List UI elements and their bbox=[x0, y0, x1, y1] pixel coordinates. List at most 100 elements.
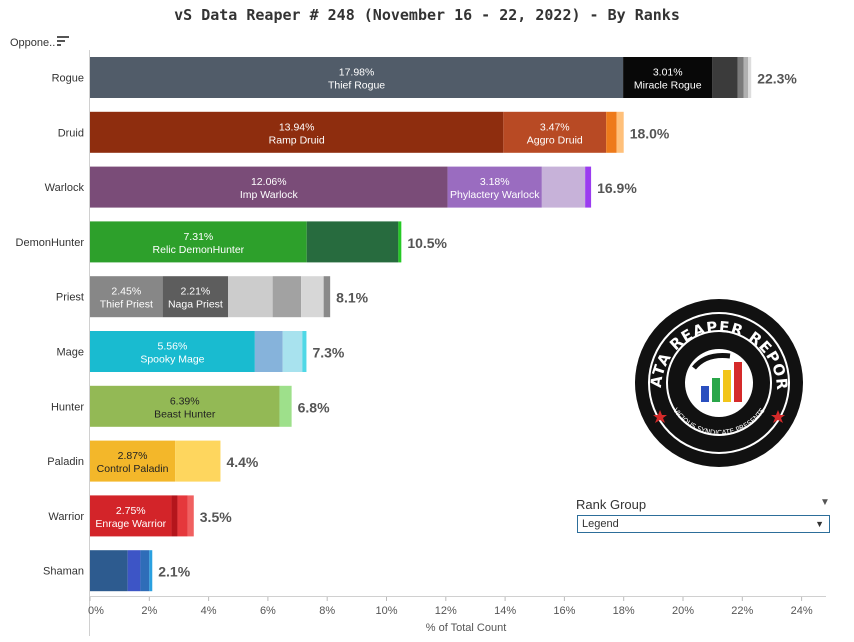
bar-segment bbox=[282, 331, 303, 372]
bar-segment bbox=[90, 166, 448, 208]
y-tick-label: Warlock bbox=[45, 182, 85, 194]
bar-total-label: 3.5% bbox=[200, 509, 232, 525]
bar-segment bbox=[175, 440, 221, 482]
segment-archetype-label: Ramp Druid bbox=[269, 134, 325, 146]
bar-segment bbox=[301, 276, 324, 318]
bar-segment bbox=[447, 166, 542, 208]
x-tick-label: 24% bbox=[791, 605, 813, 617]
bar-segment bbox=[177, 495, 188, 537]
bar-total-label: 18.0% bbox=[630, 125, 670, 141]
rank-group-filter-label: Rank Group bbox=[576, 497, 647, 512]
x-tick-label: 16% bbox=[553, 605, 575, 617]
segment-archetype-label: Beast Hunter bbox=[154, 408, 216, 420]
bar-segment bbox=[90, 385, 280, 427]
x-tick-label: 4% bbox=[201, 605, 217, 617]
bar-segment bbox=[606, 111, 617, 153]
segment-value-label: 2.45% bbox=[111, 286, 141, 298]
bar-segment bbox=[541, 166, 586, 208]
bar-segment bbox=[743, 57, 749, 98]
bar-segment bbox=[90, 276, 163, 318]
x-tick-label: 2% bbox=[141, 605, 157, 617]
bar-total-label: 4.4% bbox=[226, 454, 258, 470]
bar-segment bbox=[90, 495, 172, 537]
x-axis-line bbox=[89, 596, 826, 597]
chart-title: vS Data Reaper # 248 (November 16 - 22, … bbox=[174, 6, 680, 24]
x-tick-label: 12% bbox=[435, 605, 457, 617]
bar-total-label: 2.1% bbox=[158, 564, 190, 580]
y-tick-label: Druid bbox=[58, 127, 84, 139]
bar-segment bbox=[90, 221, 307, 263]
segment-archetype-label: Miracle Rogue bbox=[634, 80, 702, 92]
segment-value-label: 2.21% bbox=[181, 286, 211, 298]
segment-archetype-label: Thief Rogue bbox=[328, 80, 385, 92]
chevron-down-icon[interactable]: ▼ bbox=[820, 497, 830, 508]
bar-segment bbox=[162, 276, 229, 318]
segment-value-label: 3.18% bbox=[480, 176, 510, 188]
bar-segment bbox=[140, 550, 150, 592]
segment-value-label: 6.39% bbox=[170, 395, 200, 407]
x-tick-label: 20% bbox=[672, 605, 694, 617]
bar-segment bbox=[149, 550, 153, 592]
segment-archetype-label: Control Paladin bbox=[97, 463, 169, 475]
segment-archetype-label: Thief Priest bbox=[100, 299, 153, 311]
rank-group-select[interactable]: Legend ▼ bbox=[577, 515, 830, 533]
bar-segment bbox=[302, 331, 307, 372]
bar-segment bbox=[90, 57, 624, 98]
segment-value-label: 5.56% bbox=[158, 341, 188, 353]
y-tick-label: Warrior bbox=[48, 511, 84, 523]
y-tick-label: Shaman bbox=[43, 566, 84, 578]
x-tick-label: 6% bbox=[260, 605, 276, 617]
y-tick-label: Paladin bbox=[47, 456, 84, 468]
segment-archetype-label: Relic DemonHunter bbox=[153, 244, 245, 256]
y-tick-label: Rogue bbox=[52, 73, 84, 85]
segment-archetype-label: Phylactery Warlock bbox=[450, 189, 540, 201]
x-tick-label: 8% bbox=[319, 605, 335, 617]
bar-segment bbox=[254, 331, 283, 372]
segment-value-label: 17.98% bbox=[339, 67, 375, 79]
bar-segment bbox=[279, 385, 292, 427]
bar-segment bbox=[90, 440, 176, 482]
segment-value-label: 2.87% bbox=[118, 450, 148, 462]
segment-value-label: 3.01% bbox=[653, 67, 683, 79]
segment-archetype-label: Aggro Druid bbox=[527, 134, 583, 146]
segment-archetype-label: Enrage Warrior bbox=[95, 518, 166, 530]
select-arrow-icon: ▼ bbox=[815, 519, 824, 529]
bar-total-label: 22.3% bbox=[757, 71, 797, 87]
y-axis-line bbox=[89, 50, 90, 636]
rank-group-value: Legend bbox=[582, 518, 619, 530]
bar-total-label: 8.1% bbox=[336, 290, 368, 306]
sort-label: Oppone.. bbox=[10, 37, 56, 49]
bar-segment bbox=[585, 166, 592, 208]
bar-segment bbox=[90, 331, 255, 372]
segment-value-label: 3.47% bbox=[540, 121, 570, 133]
bar-segment bbox=[272, 276, 302, 318]
x-tick-label: 18% bbox=[613, 605, 635, 617]
sort-icon[interactable] bbox=[57, 36, 69, 47]
bar-segment bbox=[623, 57, 713, 98]
segment-archetype-label: Imp Warlock bbox=[240, 189, 299, 201]
bar-segment bbox=[90, 550, 128, 592]
bar-segment bbox=[748, 57, 752, 98]
bar-segment bbox=[306, 221, 399, 263]
segment-value-label: 7.31% bbox=[183, 231, 213, 243]
bar-total-label: 10.5% bbox=[407, 235, 447, 251]
x-tick-label: 0% bbox=[88, 605, 104, 617]
segment-value-label: 2.75% bbox=[116, 505, 146, 517]
y-tick-label: DemonHunter bbox=[16, 237, 85, 249]
bar-segment bbox=[228, 276, 273, 318]
x-tick-label: 14% bbox=[494, 605, 516, 617]
segment-value-label: 13.94% bbox=[279, 121, 315, 133]
segment-value-label: 12.06% bbox=[251, 176, 287, 188]
bar-total-label: 6.8% bbox=[298, 399, 330, 415]
bar-segment bbox=[90, 111, 504, 153]
bar-segment bbox=[712, 57, 738, 98]
bar-segment bbox=[187, 495, 194, 537]
x-tick-label: 22% bbox=[731, 605, 753, 617]
bar-segment bbox=[503, 111, 607, 153]
y-tick-label: Hunter bbox=[51, 401, 84, 413]
bar-segment bbox=[323, 276, 331, 318]
bar-segment bbox=[127, 550, 141, 592]
bar-total-label: 16.9% bbox=[597, 180, 637, 196]
segment-archetype-label: Spooky Mage bbox=[140, 354, 204, 366]
